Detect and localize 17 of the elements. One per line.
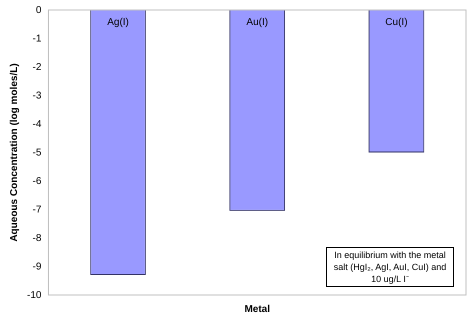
x-tick-label: Au(I) [246,16,268,28]
y-tick-label: -3 [32,90,42,102]
y-tick-label: -8 [32,232,42,244]
y-tick-label: -6 [32,176,42,187]
y-tick-label: -9 [32,261,42,272]
y-tick-label: -2 [32,62,42,73]
y-tick-label: 0 [36,4,42,16]
y-tick-label: -7 [32,204,42,216]
y-tick-label: -5 [32,147,42,158]
y-tick-label: -4 [32,118,42,130]
y-tick-label: -10 [27,290,42,301]
x-tick-label: Cu(I) [385,16,408,28]
annotation: In equilibrium with the metal salt (HgI₂, AgI, AuI, CuI) and 10 ug/L I⁻ [326,247,454,287]
x-tick-label: Ag(I) [107,16,129,28]
x-axis-title: Metal [244,304,270,315]
y-axis-title: Aqueous Concentration (log moles/L) [8,63,20,242]
y-tick-label: -1 [32,33,42,44]
